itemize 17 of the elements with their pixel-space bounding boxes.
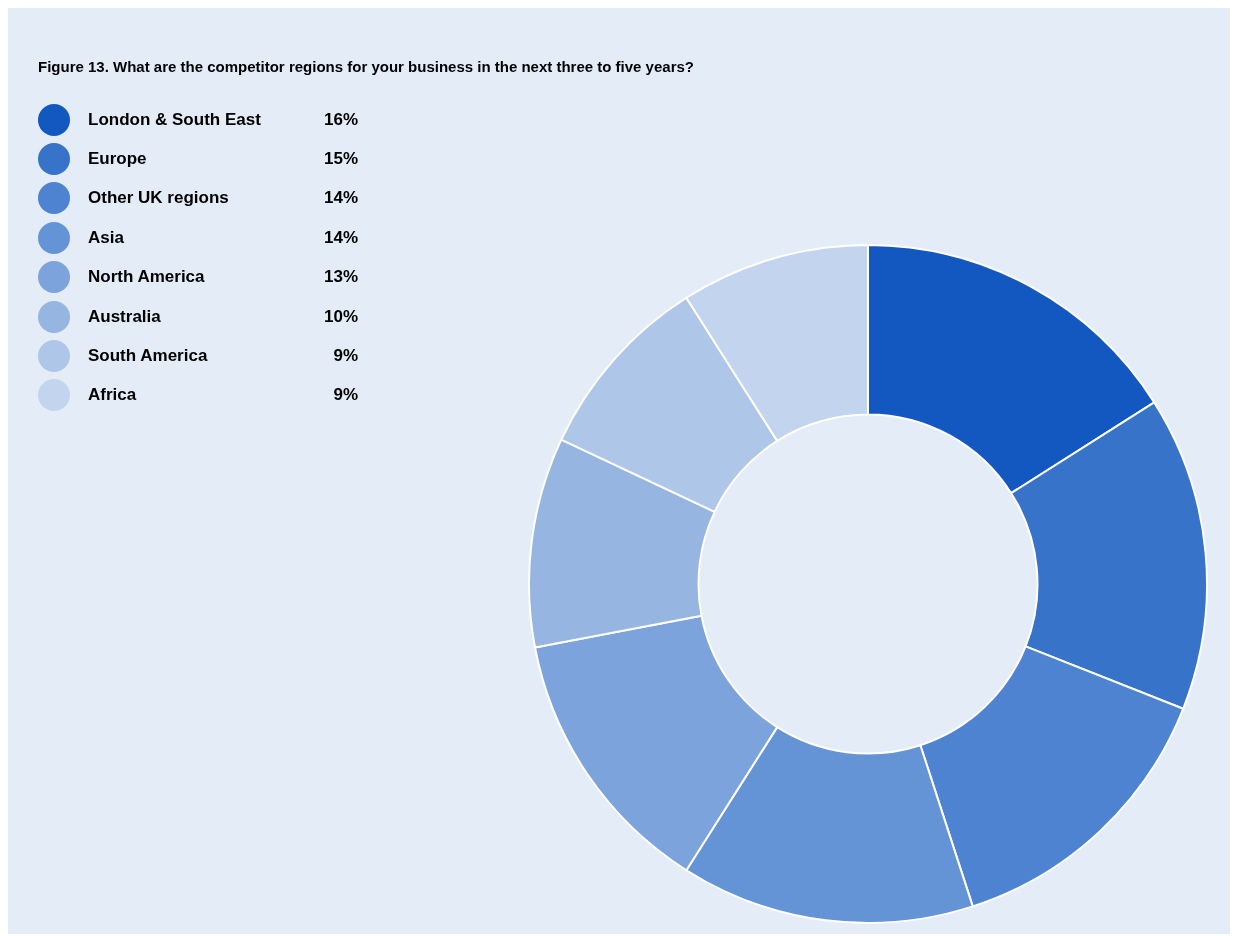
legend-label: South America — [88, 346, 209, 367]
data-label: 10% — [322, 306, 358, 327]
data-label: 9% — [332, 346, 358, 367]
data-label: 9% — [332, 385, 358, 406]
data-label: 14% — [322, 188, 358, 209]
legend-label: Africa — [88, 385, 138, 406]
legend-label: Europe — [88, 149, 148, 170]
legend-label: Asia — [88, 227, 125, 248]
legend-label: Other UK regions — [88, 188, 230, 209]
legend-label: London & South East — [88, 109, 262, 130]
data-label: 15% — [322, 149, 358, 170]
data-label: 13% — [322, 267, 358, 288]
legend-label: North America — [88, 267, 206, 288]
legend-label: Australia — [88, 306, 162, 327]
data-label: 16% — [322, 109, 358, 130]
data-label: 14% — [322, 227, 358, 248]
chart-title: Figure 13. What are the competitor regions for your business in the next three to five years? — [38, 58, 694, 75]
